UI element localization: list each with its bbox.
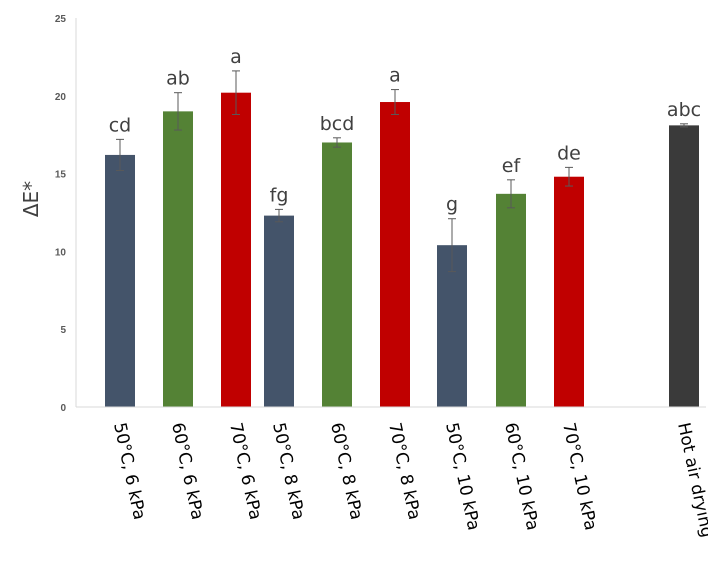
y-tick-label: 10 bbox=[55, 247, 67, 258]
bar bbox=[669, 125, 699, 407]
category-label: 50°C, 8 kPa bbox=[268, 421, 308, 522]
category-label: 50°C, 6 kPa bbox=[109, 421, 149, 522]
category-label: 50°C, 10 kPa bbox=[441, 421, 483, 532]
category-label: 70°C, 8 kPa bbox=[384, 421, 424, 522]
error-bar bbox=[391, 89, 399, 115]
bar bbox=[322, 142, 352, 408]
error-bar bbox=[174, 92, 182, 131]
y-tick-label: 0 bbox=[60, 403, 66, 414]
significance-letter: a bbox=[230, 46, 242, 68]
y-tick-label: 5 bbox=[60, 325, 66, 336]
bar bbox=[105, 154, 135, 407]
significance-letter: a bbox=[389, 65, 401, 87]
significance-letter: de bbox=[557, 142, 581, 164]
bar bbox=[380, 102, 410, 408]
significance-letter: ef bbox=[502, 155, 522, 177]
y-tick-label: 15 bbox=[55, 170, 67, 181]
bar bbox=[163, 111, 193, 408]
significance-letter: abc bbox=[667, 99, 701, 121]
significance-letter: cd bbox=[109, 114, 132, 136]
error-bar bbox=[333, 137, 341, 148]
y-tick-label: 20 bbox=[55, 92, 67, 103]
category-label: 70°C, 10 kPa bbox=[558, 421, 600, 532]
error-bar bbox=[565, 166, 573, 187]
significance-letter: ab bbox=[166, 68, 190, 90]
significance-letter: bcd bbox=[320, 113, 355, 135]
y-tick-label: 25 bbox=[55, 14, 67, 25]
y-axis-label: ΔE* bbox=[19, 181, 43, 217]
bar bbox=[221, 92, 251, 408]
category-label: 70°C, 6 kPa bbox=[225, 421, 265, 522]
category-label: 60°C, 8 kPa bbox=[326, 421, 366, 522]
y-axis: 0 5 10 15 20 25 bbox=[55, 14, 77, 414]
category-label: 60°C, 10 kPa bbox=[500, 421, 542, 532]
category-label: 60°C, 6 kPa bbox=[167, 421, 207, 522]
error-bar bbox=[680, 123, 688, 128]
category-label: Hot air drying bbox=[673, 421, 708, 540]
bars bbox=[105, 92, 699, 408]
error-bar bbox=[507, 179, 515, 209]
significance-letter: fg bbox=[270, 184, 289, 206]
error-bars bbox=[116, 70, 688, 273]
error-bar bbox=[116, 138, 124, 171]
error-bar bbox=[232, 70, 240, 115]
bar bbox=[554, 176, 584, 407]
significance-letter: g bbox=[446, 194, 458, 216]
significance-letters: cd ab a fg bcd a g ef de abc bbox=[109, 46, 701, 216]
bar bbox=[437, 245, 467, 407]
category-labels: 50°C, 6 kPa 60°C, 6 kPa 70°C, 6 kPa 50°C, 8… bbox=[109, 421, 708, 540]
error-bar bbox=[275, 208, 283, 223]
error-bar bbox=[448, 218, 456, 273]
bar bbox=[264, 215, 294, 407]
bar bbox=[496, 193, 526, 407]
